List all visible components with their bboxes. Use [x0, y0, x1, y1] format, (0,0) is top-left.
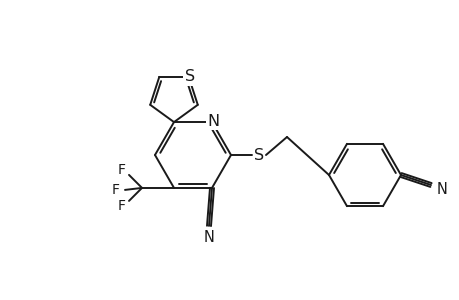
Text: S: S: [184, 69, 194, 84]
Text: F: F: [118, 163, 126, 177]
Text: N: N: [203, 230, 214, 245]
Text: N: N: [207, 114, 218, 129]
Text: N: N: [436, 182, 447, 196]
Text: F: F: [112, 183, 120, 197]
Text: F: F: [118, 199, 126, 213]
Text: S: S: [253, 148, 263, 163]
